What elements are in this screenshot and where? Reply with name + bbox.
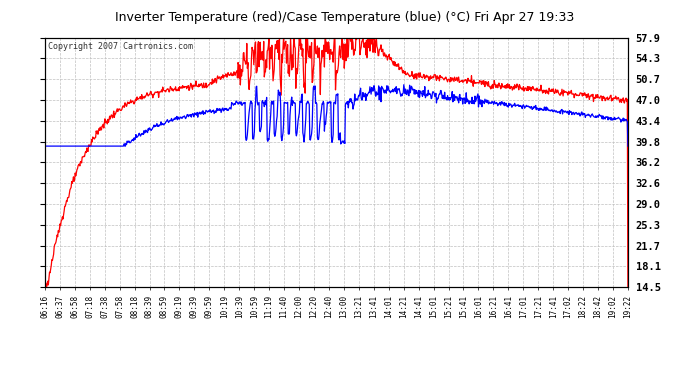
Text: Inverter Temperature (red)/Case Temperature (blue) (°C) Fri Apr 27 19:33: Inverter Temperature (red)/Case Temperat… <box>115 11 575 24</box>
Text: Copyright 2007 Cartronics.com: Copyright 2007 Cartronics.com <box>48 42 193 51</box>
